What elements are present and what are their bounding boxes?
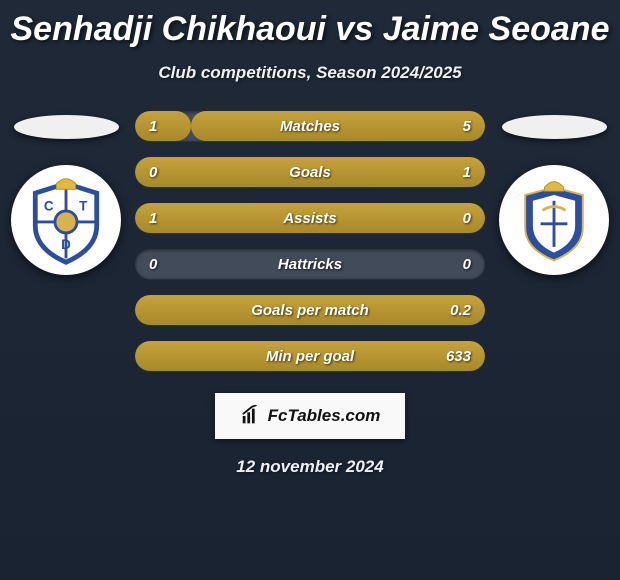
page-title: Senhadji Chikhaoui vs Jaime Seoane bbox=[0, 10, 620, 49]
comparison-card: Senhadji Chikhaoui vs Jaime Seoane Club … bbox=[0, 0, 620, 477]
stat-bar: Goals per match 0.2 bbox=[135, 295, 485, 325]
stat-overlay: 0 Hattricks 0 bbox=[135, 249, 485, 279]
stat-left-value: 0 bbox=[149, 164, 157, 181]
stat-right-value: 0 bbox=[463, 256, 471, 273]
stat-overlay: Min per goal 633 bbox=[135, 341, 485, 371]
crest-letter-t: T bbox=[79, 198, 88, 213]
right-column bbox=[499, 111, 609, 275]
stat-bar: 0 Goals 1 bbox=[135, 157, 485, 187]
brand-badge: FcTables.com bbox=[215, 393, 405, 439]
stat-overlay: 0 Goals 1 bbox=[135, 157, 485, 187]
subtitle: Club competitions, Season 2024/2025 bbox=[0, 63, 620, 83]
stat-left-value: 1 bbox=[149, 210, 157, 227]
stat-overlay: 1 Assists 0 bbox=[135, 203, 485, 233]
right-flag-icon bbox=[502, 115, 607, 139]
left-column: C T D bbox=[11, 111, 121, 275]
main-row: C T D 1 Matches 5 0 Goals 1 1 Assists 0 0 Hattrick… bbox=[0, 111, 620, 371]
stat-bar: 1 Assists 0 bbox=[135, 203, 485, 233]
date-text: 12 november 2024 bbox=[0, 457, 620, 477]
chart-icon bbox=[240, 405, 262, 427]
right-club-crest-icon bbox=[499, 165, 609, 275]
stat-label: Hattricks bbox=[278, 256, 342, 273]
stat-label: Goals bbox=[289, 164, 331, 181]
stat-left-value: 0 bbox=[149, 256, 157, 273]
stat-label: Matches bbox=[280, 118, 340, 135]
left-flag-icon bbox=[14, 115, 119, 139]
stat-right-value: 0 bbox=[463, 210, 471, 227]
right-crest-svg-icon bbox=[506, 172, 602, 268]
stat-left-value: 1 bbox=[149, 118, 157, 135]
stat-label: Min per goal bbox=[266, 348, 354, 365]
stat-right-value: 633 bbox=[446, 348, 471, 365]
brand-text: FcTables.com bbox=[268, 406, 381, 426]
stat-overlay: Goals per match 0.2 bbox=[135, 295, 485, 325]
stat-right-value: 5 bbox=[463, 118, 471, 135]
left-crest-svg-icon: C T D bbox=[18, 172, 114, 268]
stat-bar: Min per goal 633 bbox=[135, 341, 485, 371]
stat-overlay: 1 Matches 5 bbox=[135, 111, 485, 141]
stats-bars: 1 Matches 5 0 Goals 1 1 Assists 0 0 Hattricks 0 Goal… bbox=[135, 111, 485, 371]
stat-label: Goals per match bbox=[251, 302, 369, 319]
crest-letter-d: D bbox=[61, 237, 71, 252]
stat-label: Assists bbox=[283, 210, 336, 227]
crest-letter-c: C bbox=[44, 198, 54, 213]
stat-right-value: 1 bbox=[463, 164, 471, 181]
stat-right-value: 0.2 bbox=[450, 302, 471, 319]
left-club-crest-icon: C T D bbox=[11, 165, 121, 275]
stat-bar: 0 Hattricks 0 bbox=[135, 249, 485, 279]
stat-bar: 1 Matches 5 bbox=[135, 111, 485, 141]
